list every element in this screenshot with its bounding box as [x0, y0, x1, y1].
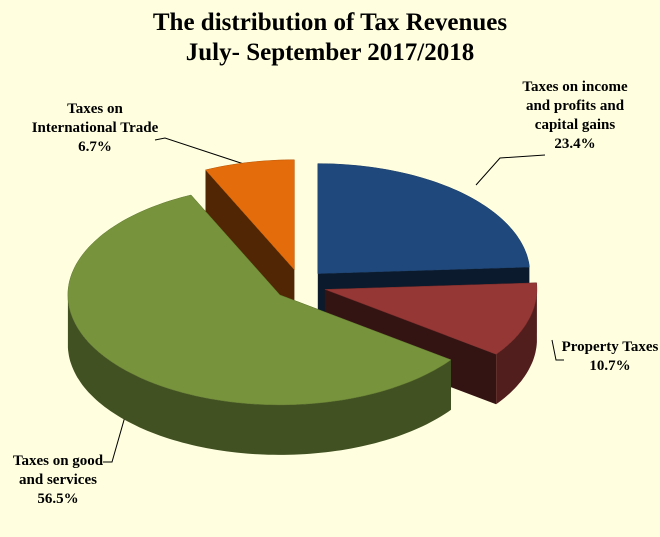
slice — [317, 163, 530, 274]
chart-subtitle: July- September 2017/2018 — [185, 39, 475, 66]
category-label: Taxes on income and profits and capital … — [522, 79, 628, 133]
slice-side — [496, 289, 537, 405]
value-label: 10.7% — [589, 358, 631, 374]
pie — [67, 159, 538, 455]
value-label: 23.4% — [554, 136, 596, 152]
slice — [205, 159, 295, 271]
leader-line — [475, 154, 546, 186]
slice — [67, 194, 452, 406]
chart-title: The distribution of Tax Revenues — [152, 9, 508, 36]
slice-side — [67, 294, 452, 455]
value-label: 56.5% — [37, 491, 79, 507]
category-label: Property Taxes — [561, 339, 659, 355]
slice — [324, 282, 538, 355]
category-label: Taxes on good and services — [12, 453, 104, 488]
data-label: Taxes on good and services 56.5% — [0, 452, 116, 509]
slice-wall — [205, 169, 295, 320]
leader-line — [154, 137, 269, 173]
data-label: Taxes on International Trade 6.7% — [30, 100, 160, 157]
data-label: Taxes on income and profits and capital … — [510, 78, 640, 154]
category-label: Taxes on International Trade — [31, 101, 159, 136]
data-label: Property Taxes 10.7% — [545, 338, 660, 376]
value-label: 6.7% — [78, 139, 112, 155]
leader-line — [551, 339, 564, 361]
